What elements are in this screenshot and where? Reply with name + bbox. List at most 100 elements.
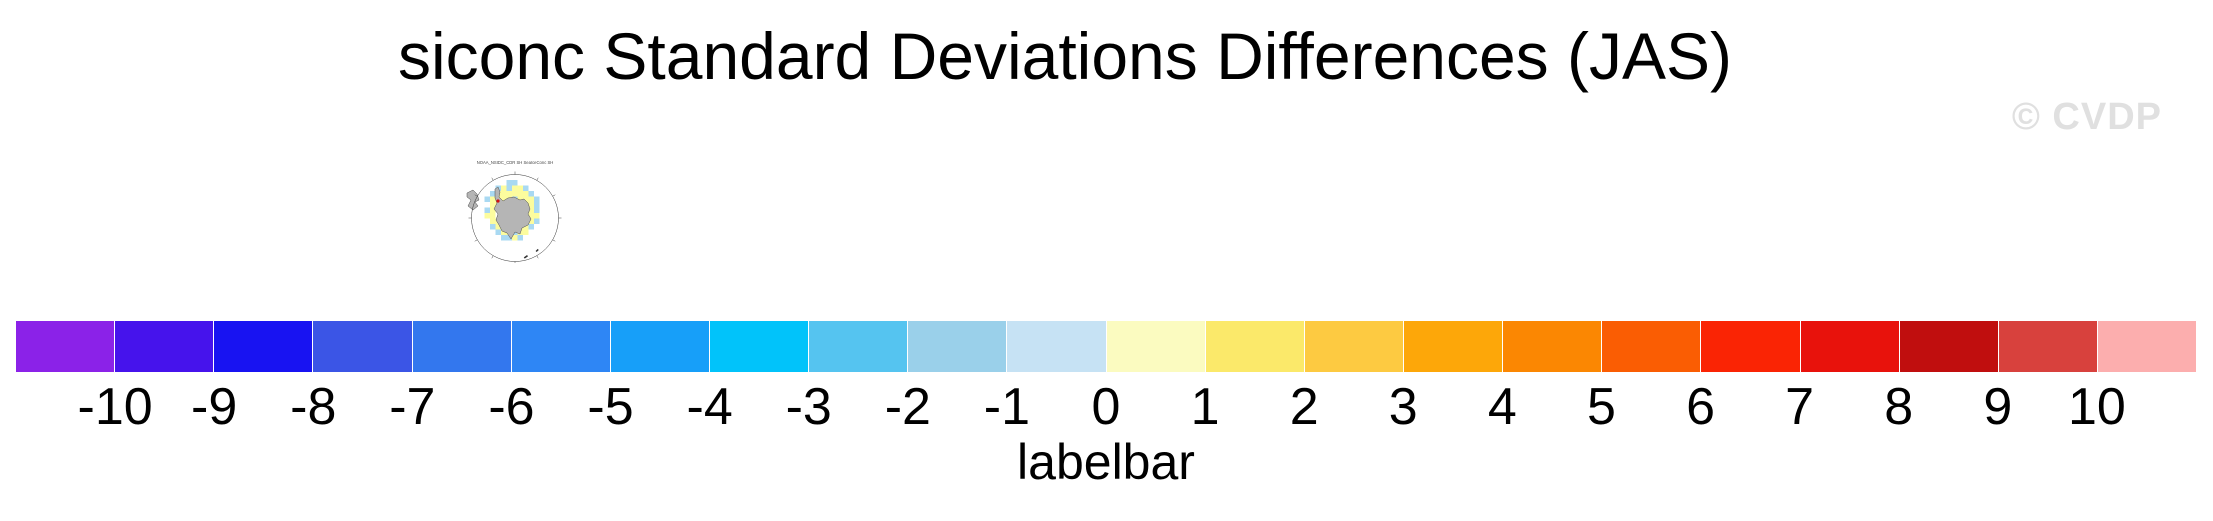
positive-anomaly-patch xyxy=(517,196,523,202)
labelbar-tick: -2 xyxy=(884,378,931,436)
labelbar-ticks: -10 -9 -8 -7 -6 -5 -4 -3 -2 -1 0 1 2 3 4 5 6 7 8 9 10 xyxy=(16,381,2196,437)
negative-anomaly-patch xyxy=(495,229,501,235)
labelbar-tick: 8 xyxy=(1884,378,1914,436)
labelbar-tick: 3 xyxy=(1388,378,1418,436)
negative-anomaly-patch xyxy=(484,196,490,202)
positive-anomaly-patch xyxy=(501,191,507,197)
positive-anomaly-patch xyxy=(490,218,496,224)
labelbar-cell xyxy=(1998,321,2097,372)
labelbar-cell xyxy=(2097,321,2197,372)
positive-anomaly-patch xyxy=(495,224,501,230)
labelbar-cell xyxy=(313,321,412,372)
labelbar-cell xyxy=(1701,321,1800,372)
labelbar-tick: 1 xyxy=(1190,378,1220,436)
labelbar-cell xyxy=(1602,321,1701,372)
positive-anomaly-patch xyxy=(484,213,490,219)
island-speck xyxy=(523,255,528,259)
positive-anomaly-patch xyxy=(523,224,529,230)
positive-anomaly-patch xyxy=(528,207,534,213)
positive-anomaly-patch xyxy=(506,191,512,197)
positive-anomaly-patch xyxy=(517,191,523,197)
labelbar-cell xyxy=(115,321,214,372)
labelbar-cell xyxy=(16,321,115,372)
labelbar-cell xyxy=(1205,321,1304,372)
observation-marker xyxy=(496,199,500,203)
labelbar-tick: 2 xyxy=(1289,378,1319,436)
negative-anomaly-patch xyxy=(490,224,496,230)
positive-anomaly-patch xyxy=(490,202,496,208)
labelbar-cell xyxy=(1007,321,1106,372)
negative-anomaly-patch xyxy=(523,185,529,191)
labelbar-cell xyxy=(214,321,313,372)
positive-anomaly-patch xyxy=(490,196,496,202)
negative-anomaly-patch xyxy=(534,196,540,202)
negative-anomaly-patch xyxy=(490,191,496,197)
labelbar-tick: -6 xyxy=(488,378,535,436)
positive-anomaly-patch xyxy=(517,185,523,191)
labelbar-tick: -1 xyxy=(983,378,1031,436)
labelbar-cell xyxy=(1106,321,1205,372)
negative-anomaly-patch xyxy=(506,235,512,241)
labelbar-tick: -7 xyxy=(389,378,436,436)
positive-anomaly-patch xyxy=(523,196,529,202)
negative-anomaly-patch xyxy=(506,185,512,191)
labelbar-cell xyxy=(1304,321,1403,372)
labelbar-tick: 5 xyxy=(1586,378,1616,436)
mini-map-panel: NOAA_NSIDC_CDR SH SeaIceConc SH xyxy=(458,155,572,265)
negative-anomaly-patch xyxy=(534,207,540,213)
labelbar-cell xyxy=(610,321,709,372)
negative-anomaly-patch xyxy=(501,235,507,241)
positive-anomaly-patch xyxy=(512,235,518,241)
labelbar-tick: -8 xyxy=(290,378,337,436)
page-title: siconc Standard Deviations Differences (… xyxy=(397,19,1733,93)
labelbar-tick: 7 xyxy=(1785,378,1815,436)
labelbar-tick: 0 xyxy=(1091,378,1121,436)
positive-anomaly-patch xyxy=(501,185,507,191)
mini-map-title: NOAA_NSIDC_CDR SH SeaIceConc SH xyxy=(477,160,554,165)
positive-anomaly-patch xyxy=(523,229,529,235)
negative-anomaly-patch xyxy=(517,235,523,241)
labelbar-cell xyxy=(809,321,908,372)
negative-anomaly-patch xyxy=(484,207,490,213)
negative-anomaly-patch xyxy=(506,180,512,186)
labelbar-cell xyxy=(908,321,1007,372)
positive-anomaly-patch xyxy=(512,191,518,197)
negative-anomaly-patch xyxy=(534,202,540,208)
labelbar-tick: -4 xyxy=(686,378,733,436)
labelbar-tick: -5 xyxy=(587,378,634,436)
labelbar-tick: 10 xyxy=(2067,378,2126,436)
positive-anomaly-patch xyxy=(490,213,496,219)
negative-anomaly-patch xyxy=(528,191,534,197)
island-speck xyxy=(535,248,539,253)
mini-map: NOAA_NSIDC_CDR SH SeaIceConc SH xyxy=(466,160,562,265)
labelbar-tick: 9 xyxy=(1983,378,2013,436)
negative-anomaly-patch xyxy=(534,218,540,224)
positive-anomaly-patch xyxy=(528,218,534,224)
labelbar-cell xyxy=(709,321,809,372)
positive-anomaly-patch xyxy=(523,191,529,197)
labelbar-tick: 6 xyxy=(1686,378,1715,436)
positive-anomaly-patch xyxy=(528,213,534,219)
labelbar-cell xyxy=(1403,321,1503,372)
positive-anomaly-patch xyxy=(501,229,507,235)
labelbar-cell xyxy=(1800,321,1899,372)
positive-anomaly-patch xyxy=(490,207,496,213)
cvdp-watermark: © CVDP xyxy=(2011,96,2162,138)
negative-anomaly-patch xyxy=(528,224,534,230)
labelbar-cell xyxy=(1899,321,1998,372)
labelbar-title: labelbar xyxy=(1017,434,1195,490)
antarctica-landmass xyxy=(493,186,532,240)
positive-anomaly-patch xyxy=(501,196,507,202)
labelbar xyxy=(16,321,2197,372)
labelbar-tick: -3 xyxy=(785,378,832,436)
negative-anomaly-patch xyxy=(512,180,518,186)
labelbar-cell xyxy=(412,321,511,372)
positive-anomaly-patch xyxy=(534,213,540,219)
south-america-tip xyxy=(466,189,480,211)
positive-anomaly-patch xyxy=(528,196,534,202)
labelbar-cell xyxy=(511,321,610,372)
positive-anomaly-patch xyxy=(512,185,518,191)
labelbar-cell xyxy=(1503,321,1602,372)
labelbar-tick: 4 xyxy=(1487,378,1517,436)
labelbar-tick: -10 xyxy=(77,378,153,436)
